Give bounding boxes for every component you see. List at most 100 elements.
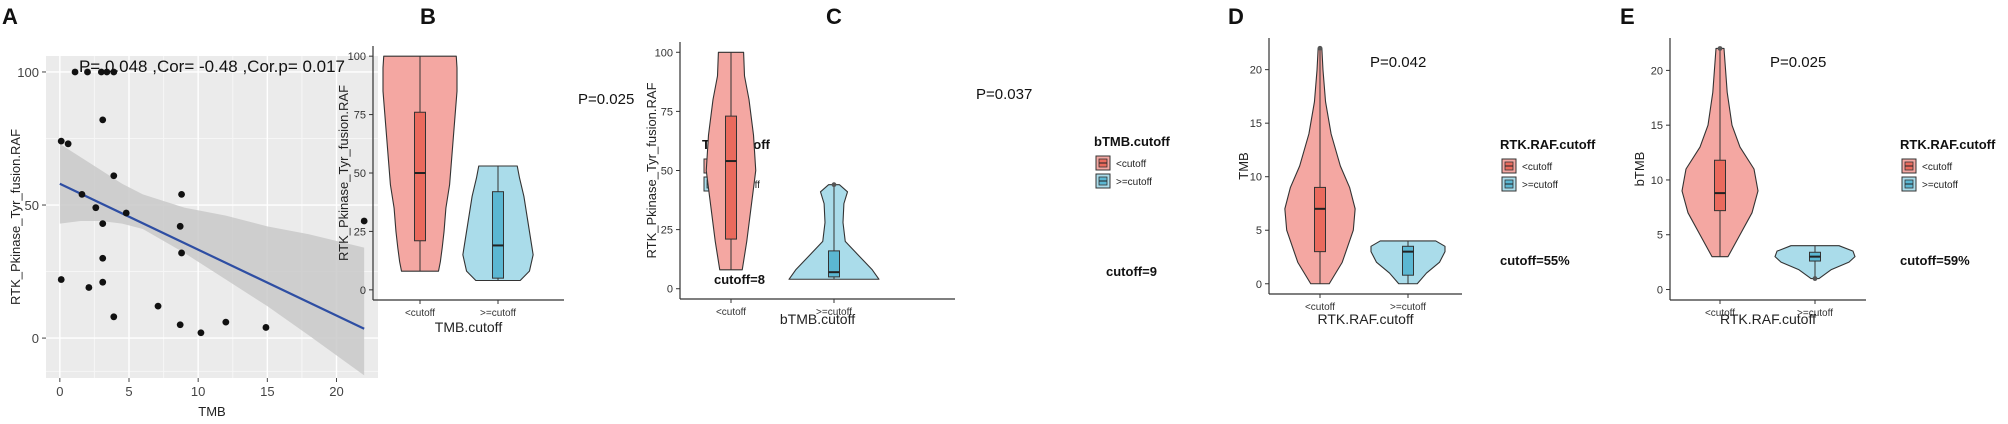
box bbox=[1714, 159, 1726, 212]
x-tick-label: <cutoff bbox=[1705, 308, 1735, 319]
data-point bbox=[197, 329, 205, 337]
panel-c-violin: P=0.037 cutoff=9 0 25 50 75 100 <cutoff >=cuto… bbox=[644, 42, 1170, 327]
y-tick-label: 5 bbox=[1256, 225, 1262, 237]
panel-e-p-value: P=0.025 bbox=[1770, 54, 1826, 71]
data-point bbox=[122, 209, 130, 217]
panel-c-cutoff-note: cutoff=9 bbox=[1106, 264, 1157, 279]
data-point bbox=[110, 172, 118, 180]
data-point bbox=[57, 276, 65, 283]
x-tick-label: 20 bbox=[329, 384, 343, 399]
panel-a-points bbox=[57, 68, 368, 337]
x-axis-label: RTK.RAF.cutoff bbox=[1318, 311, 1414, 327]
panel-letter-d: D bbox=[1228, 4, 1244, 29]
panel-a-ticks: 0 5 10 15 20 0 50 100 bbox=[17, 65, 343, 399]
legend-title: RTK.RAF.cutoff bbox=[1900, 137, 1996, 152]
panel-letter-b: B bbox=[420, 4, 436, 29]
data-point bbox=[360, 217, 368, 225]
data-point bbox=[262, 324, 270, 331]
x-axis-label: RTK.RAF.cutoff bbox=[1720, 311, 1816, 327]
x-tick-label: >=cutoff bbox=[816, 307, 852, 318]
x-tick-label: 15 bbox=[260, 384, 274, 399]
panel-letter-c: C bbox=[826, 4, 842, 29]
box bbox=[725, 115, 737, 240]
y-tick-label: 50 bbox=[354, 168, 366, 180]
panel-a-scatter: 0 5 10 15 20 0 50 100 P= 0.048 ,Cor= -0.48 ,Cor… bbox=[8, 56, 378, 419]
legend-label: <cutoff bbox=[1522, 162, 1552, 173]
x-tick-label: <cutoff bbox=[1305, 302, 1335, 313]
y-tick-label: 50 bbox=[25, 198, 39, 213]
y-axis-label: RTK_Pkinase_Tyr_fusion.RAF bbox=[336, 85, 351, 261]
outlier-point bbox=[1812, 276, 1818, 281]
data-point bbox=[71, 68, 79, 76]
y-tick-label: 0 bbox=[667, 284, 673, 296]
panel-d-cutoff-note: cutoff=55% bbox=[1500, 253, 1570, 268]
data-point bbox=[64, 140, 72, 148]
legend-label: <cutoff bbox=[1922, 162, 1952, 173]
panel-b-violin: P=0.025 cutoff=8 0 25 50 75 100 <cutoff >=cuto… bbox=[336, 46, 771, 335]
data-point bbox=[110, 68, 118, 76]
panel-a-confidence-band bbox=[59, 143, 365, 376]
panel-letter-a: A bbox=[2, 4, 18, 29]
data-point bbox=[178, 190, 185, 198]
y-tick-label: 75 bbox=[354, 110, 366, 122]
data-point bbox=[97, 68, 105, 76]
data-point bbox=[176, 222, 184, 230]
data-point bbox=[99, 254, 107, 262]
box bbox=[1314, 186, 1326, 253]
y-tick-label: 20 bbox=[1651, 65, 1663, 77]
y-tick-label: 100 bbox=[348, 51, 366, 63]
panel-b-p-value: P=0.025 bbox=[578, 91, 634, 108]
y-axis-label: RTK_Pkinase_Tyr_fusion.RAF bbox=[644, 82, 659, 258]
y-tick-label: 25 bbox=[661, 225, 673, 237]
panel-a-fit-line bbox=[59, 182, 365, 330]
panel-d-p-value: P=0.042 bbox=[1370, 54, 1426, 71]
x-tick-label: >=cutoff bbox=[480, 308, 516, 319]
box bbox=[1402, 245, 1414, 276]
outlier-point bbox=[831, 182, 837, 188]
x-axis-label: TMB.cutoff bbox=[435, 319, 503, 335]
y-tick-label: 5 bbox=[1657, 230, 1663, 242]
box bbox=[492, 191, 504, 279]
y-tick-label: 0 bbox=[1256, 279, 1262, 291]
y-tick-label: 50 bbox=[661, 166, 673, 178]
panel-c-p-value: P=0.037 bbox=[976, 86, 1032, 103]
y-tick-label: 0 bbox=[32, 331, 39, 346]
panel-a-x-label: TMB bbox=[198, 404, 225, 419]
panel-b-cutoff-note: cutoff=8 bbox=[714, 272, 765, 287]
x-tick-label: 5 bbox=[125, 384, 132, 399]
x-tick-label: <cutoff bbox=[405, 308, 435, 319]
y-tick-label: 15 bbox=[1651, 120, 1663, 132]
x-tick-label: 10 bbox=[191, 384, 205, 399]
y-tick-label: 100 bbox=[17, 65, 39, 80]
x-axis-label: bTMB.cutoff bbox=[780, 311, 855, 327]
data-point bbox=[84, 68, 91, 76]
y-tick-label: 100 bbox=[655, 47, 673, 59]
y-tick-label: 0 bbox=[360, 285, 366, 297]
x-tick-label: <cutoff bbox=[716, 307, 746, 318]
data-point bbox=[78, 190, 86, 198]
y-tick-label: 15 bbox=[1250, 118, 1262, 130]
outlier-point bbox=[1717, 46, 1723, 51]
y-tick-label: 75 bbox=[661, 106, 673, 118]
y-axis-label: TMB bbox=[1236, 152, 1251, 179]
box bbox=[414, 111, 426, 242]
panel-e-cutoff-note: cutoff=59% bbox=[1900, 253, 1970, 268]
data-point bbox=[99, 116, 107, 124]
panel-d-violin: P=0.042 cutoff=55% 0 5 10 15 20 <cutoff >=cuto… bbox=[1236, 38, 1596, 327]
data-point bbox=[99, 278, 107, 286]
panel-letter-e: E bbox=[1620, 4, 1635, 29]
legend-label: <cutoff bbox=[1116, 159, 1146, 170]
legend-label: >=cutoff bbox=[1922, 180, 1958, 191]
box bbox=[828, 250, 840, 278]
y-axis-label: bTMB bbox=[1632, 152, 1647, 187]
panel-a-y-label: RTK_Pkinase_Tyr_fusion.RAF bbox=[8, 129, 23, 305]
x-tick-label: 0 bbox=[56, 384, 63, 399]
data-point bbox=[92, 204, 100, 212]
data-point bbox=[103, 68, 111, 76]
legend-label: >=cutoff bbox=[1522, 180, 1558, 191]
data-point bbox=[99, 220, 107, 228]
y-tick-label: 10 bbox=[1250, 172, 1262, 184]
y-tick-label: 0 bbox=[1657, 285, 1663, 297]
x-tick-label: >=cutoff bbox=[1390, 302, 1426, 313]
